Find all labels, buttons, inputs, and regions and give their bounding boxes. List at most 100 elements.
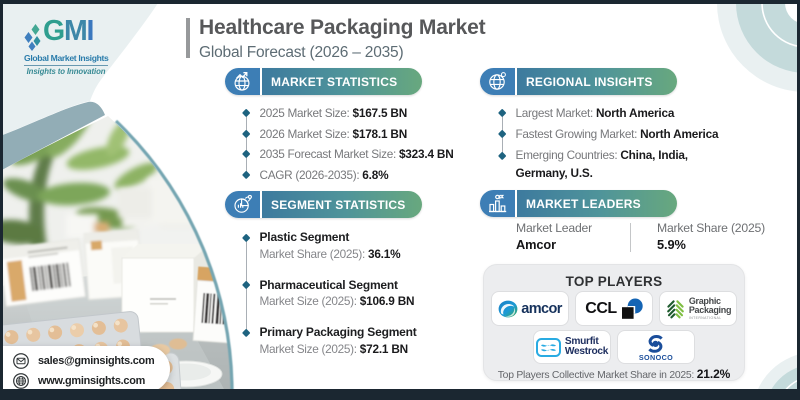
frame-bottom [0, 389, 800, 400]
market-leader-column: Market Leader Amcor [516, 222, 592, 251]
ccl-wordmark: CCL [585, 299, 617, 317]
stat-row: 2035 Forecast Market Size: $323.4 BN [241, 146, 454, 163]
stat-value: $178.1 BN [352, 126, 408, 141]
gmi-logo: GMI Global Market Insights Insights to I… [24, 15, 124, 76]
pie-chart-icon [234, 194, 252, 213]
segment-item: Primary Packaging Segment Market Size (2… [241, 324, 417, 357]
sonoco-logo-icon [648, 334, 664, 353]
smurfit-westrock-wordmark: Smurfit Westrock [564, 336, 609, 357]
regional-insights-list: Largest Market: North America Fastest Gr… [497, 105, 719, 186]
market-leaders-icon [480, 190, 517, 217]
regional-label: Fastest Growing Market: [515, 127, 638, 142]
website-globe-icon [13, 372, 29, 389]
stat-row: 2025 Market Size: $167.5 BN [241, 105, 454, 122]
gmi-letter-i: I [86, 15, 95, 47]
segment-name: Plastic Segment [259, 230, 350, 244]
leader-podium-icon [489, 194, 507, 213]
gmi-diamonds-icon [24, 24, 41, 51]
stat-row: 2026 Market Size: $178.1 BN [241, 126, 454, 143]
ring-top-right [717, 0, 800, 92]
globe-chart-icon [234, 72, 250, 91]
page-header: Healthcare Packaging Market Global Forec… [186, 16, 486, 62]
regional-row: Fastest Growing Market: North America [497, 126, 719, 143]
segment-item: Pharmaceutical Segment Market Size (2025… [241, 277, 417, 310]
connector-line [245, 113, 247, 174]
top-players-footer-label: Top Players Collective Market Share in 2… [497, 370, 695, 381]
market-statistics-list: 2025 Market Size: $167.5 BN 2026 Market … [241, 105, 454, 187]
player-card-ccl: CCL [575, 291, 653, 326]
bullet-diamond [241, 129, 251, 139]
amcor-wordmark: amcor [521, 300, 562, 317]
market-statistics-icon [225, 68, 262, 95]
market-share-label: Market Share (2025) [657, 221, 765, 235]
stat-value: $323.4 BN [398, 147, 454, 162]
regional-value: North America [595, 106, 675, 120]
market-leader-label: Market Leader [516, 221, 592, 235]
regional-insights-title: REGIONAL INSIGHTS [517, 68, 677, 95]
gmi-letter-g: G [43, 15, 65, 47]
photo-mid-boxes [0, 229, 144, 307]
bullet-diamond [497, 151, 507, 161]
gmi-tagline: Insights to Innovation [26, 67, 106, 76]
player-card-graphic-packaging: Graphic Packaging INTERNATIONAL [659, 291, 737, 326]
regional-label: Largest Market: [515, 106, 594, 120]
player-card-smurfit-westrock: Smurfit Westrock [533, 330, 611, 364]
segment-statistics-header: SEGMENT STATISTICS [225, 191, 422, 218]
regional-insights-header: REGIONAL INSIGHTS [480, 68, 677, 95]
email-icon [13, 352, 29, 369]
stat-value: $167.5 BN [352, 106, 408, 120]
market-leaders-title: MARKET LEADERS [517, 190, 677, 217]
market-share-value: 5.9% [657, 236, 686, 252]
page-title: Healthcare Packaging Market [199, 16, 486, 39]
regional-row: Largest Market: North America [497, 105, 699, 122]
frame-right [797, 0, 800, 400]
top-players-title: TOP PLAYERS [565, 274, 663, 289]
crescent-shape [0, 101, 105, 171]
regional-value: North America [640, 127, 719, 142]
bullet-diamond [241, 233, 251, 243]
stat-label: 2025 Market Size: [259, 106, 350, 120]
segment-metric-value: 36.1% [367, 246, 401, 261]
market-statistics-header: MARKET STATISTICS [225, 68, 422, 95]
player-card-amcor: amcor [491, 291, 569, 326]
stat-row: CAGR (2026-2035): 6.8% [241, 167, 454, 184]
regional-value: China, India, Germany, U.S. [515, 148, 689, 180]
segment-statistics-icon [225, 191, 262, 218]
segment-statistics-list: Plastic Segment Market Share (2025): 36.… [241, 229, 417, 372]
segment-value: Market Size (2025): $106.9 BN [260, 293, 417, 309]
segment-label: Market Size (2025): [259, 294, 358, 308]
top-players-footer: Top Players Collective Market Share in 2… [484, 367, 744, 381]
contact-email-row[interactable]: sales@gminsights.com [13, 352, 170, 369]
bullet-diamond [241, 150, 251, 160]
market-leaders-divider [630, 223, 631, 252]
segment-name: Pharmaceutical Segment [259, 277, 399, 292]
frame-left [0, 0, 3, 400]
light-corner-shape [0, 0, 160, 136]
contact-website[interactable]: www.gminsights.com [38, 374, 146, 387]
market-statistics-title: MARKET STATISTICS [262, 68, 422, 95]
gmi-monogram: GMI [43, 15, 95, 47]
contact-website-row[interactable]: www.gminsights.com [13, 372, 170, 389]
bullet-diamond [241, 280, 251, 290]
bullet-diamond [241, 328, 251, 338]
regional-insights-icon [480, 68, 517, 95]
market-share-column: Market Share (2025) 5.9% [657, 222, 765, 251]
top-players-footer-value: 21.2% [696, 367, 731, 381]
page-subtitle: Global Forecast (2026 – 2035) [199, 44, 404, 61]
ccl-logo-icon [621, 298, 643, 319]
segment-name: Primary Packaging Segment [259, 325, 417, 339]
top-players-box: TOP PLAYERS amcor CCL [483, 264, 745, 381]
bullet-diamond [497, 108, 507, 118]
segment-statistics-title: SEGMENT STATISTICS [262, 191, 422, 218]
stat-label: 2026 Market Size: [259, 126, 350, 141]
player-card-sonoco: SONOCO [617, 330, 695, 364]
gmi-company-name: Global Market Insights [24, 53, 109, 63]
gmi-divider [24, 65, 108, 66]
bullet-diamond [497, 130, 507, 140]
segment-metric-value: $72.1 BN [359, 341, 408, 356]
stat-label: CAGR (2026-2035): [259, 167, 360, 182]
graphic-packaging-logo-icon [666, 299, 684, 318]
graphic-packaging-wordmark: Graphic Packaging INTERNATIONAL [688, 296, 732, 321]
contact-email[interactable]: sales@gminsights.com [38, 354, 155, 367]
